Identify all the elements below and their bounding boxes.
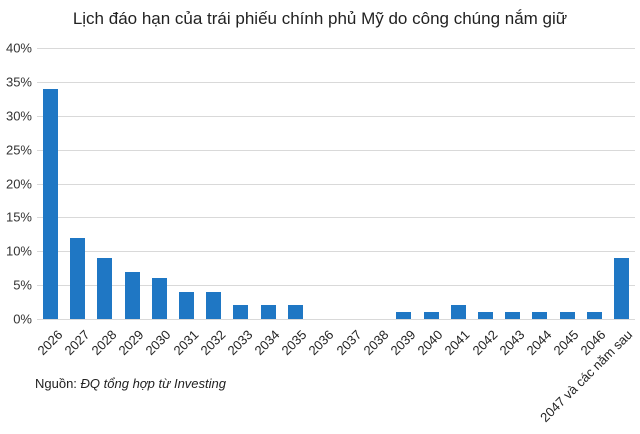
x-tick-label: 2033 xyxy=(224,327,256,359)
bar xyxy=(233,305,249,319)
bar xyxy=(179,291,194,319)
x-tick-label: 2030 xyxy=(142,327,174,359)
bar xyxy=(613,258,629,319)
y-tick-label: 15% xyxy=(5,209,32,225)
gridline xyxy=(37,81,635,83)
gridline xyxy=(37,115,635,117)
gridline xyxy=(37,319,635,320)
x-tick-label: 2041 xyxy=(441,327,473,359)
x-tick-label: 2036 xyxy=(305,327,337,359)
gridline xyxy=(37,48,635,49)
x-tick-label: 2037 xyxy=(333,327,365,359)
x-tick-label: 2044 xyxy=(523,327,555,359)
bar xyxy=(43,88,59,319)
bar xyxy=(450,305,466,319)
chart-title: Lịch đáo hạn của trái phiếu chính phủ Mỹ… xyxy=(72,9,568,28)
plot-area xyxy=(37,48,635,320)
y-tick-label: 40% xyxy=(5,40,32,56)
y-tick-label: 5% xyxy=(13,277,32,293)
x-tick-label: 2031 xyxy=(169,327,202,359)
source-text: ĐQ tổng hợp từ Investing xyxy=(80,376,226,391)
x-tick-label: 2028 xyxy=(88,327,120,359)
source-note: Nguồn: ĐQ tổng hợp từ Investing xyxy=(35,376,226,391)
x-tick-label: 2040 xyxy=(414,327,446,359)
x-tick-label: 2043 xyxy=(496,327,528,359)
gridline xyxy=(37,285,635,287)
bar xyxy=(70,237,86,319)
gridline xyxy=(37,183,635,185)
bar xyxy=(478,312,493,319)
bar xyxy=(124,271,140,319)
x-tick-label: 2026 xyxy=(34,327,66,359)
bar xyxy=(505,312,521,319)
bar xyxy=(287,305,303,319)
bar xyxy=(206,291,222,319)
bar xyxy=(559,312,575,319)
y-tick-label: 10% xyxy=(5,243,32,259)
x-tick-label: 2038 xyxy=(360,327,392,359)
y-tick-label: 20% xyxy=(5,176,32,191)
source-label: Nguồn: xyxy=(35,376,77,391)
bar xyxy=(532,312,548,319)
x-tick-label: 2034 xyxy=(251,327,283,359)
x-tick-label: 2035 xyxy=(278,327,310,359)
x-tick-label: 2032 xyxy=(197,327,229,359)
bar xyxy=(423,312,439,319)
gridline xyxy=(37,149,635,151)
y-tick-label: 0% xyxy=(13,311,32,327)
bar xyxy=(586,312,602,319)
x-tick-label: 2027 xyxy=(61,327,93,359)
bar xyxy=(97,258,113,319)
x-tick-label: 2042 xyxy=(468,327,501,359)
y-tick-label: 30% xyxy=(5,108,32,124)
bar xyxy=(260,305,276,319)
x-tick-label: 2039 xyxy=(387,327,419,359)
y-tick-label: 35% xyxy=(5,74,32,90)
bar xyxy=(396,312,412,319)
x-tick-label: 2029 xyxy=(115,327,147,359)
y-tick-label: 25% xyxy=(5,142,32,158)
bar xyxy=(151,278,167,319)
x-tick-label: 2045 xyxy=(550,327,582,359)
gridline xyxy=(37,251,635,253)
gridline xyxy=(37,217,635,219)
